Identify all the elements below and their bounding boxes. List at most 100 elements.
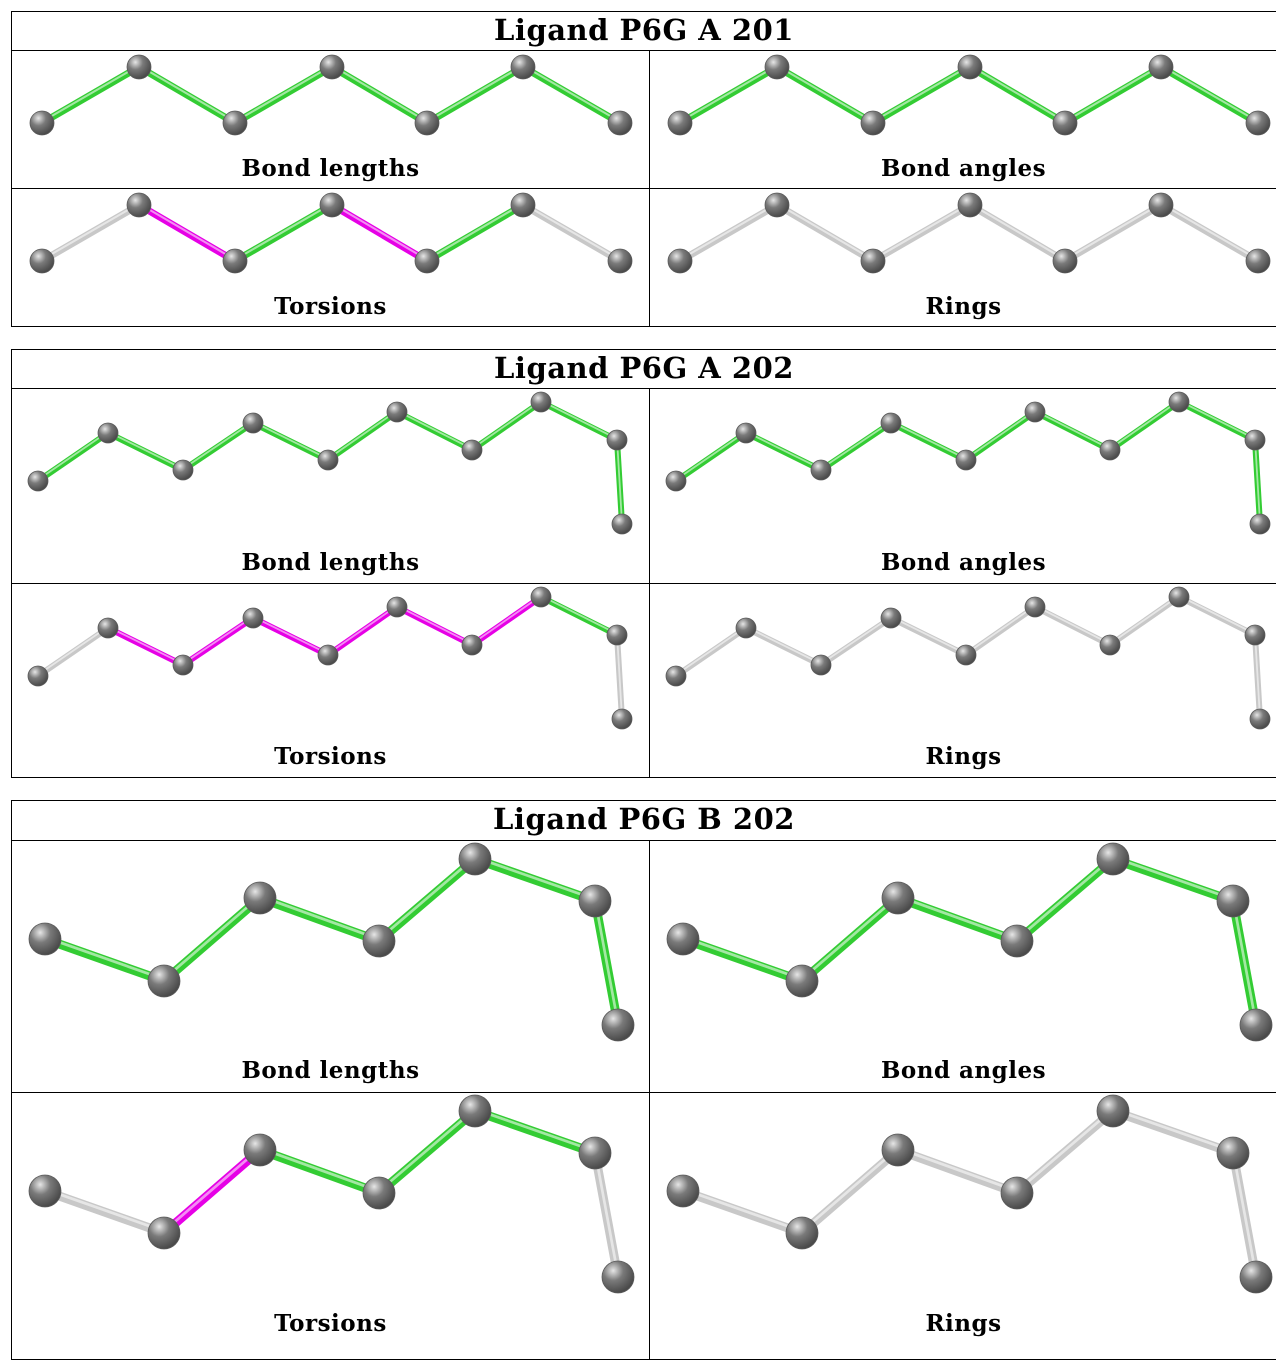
- bond-highlight: [820, 615, 892, 665]
- atom: [607, 110, 633, 136]
- bond-highlight: [377, 1107, 477, 1193]
- panel-rings: Rings: [650, 1093, 1276, 1343]
- atom: [1052, 110, 1078, 136]
- atom: [1000, 924, 1034, 958]
- bond-highlight: [616, 632, 623, 719]
- bond-ok: [966, 63, 1069, 127]
- atom: [362, 924, 396, 958]
- bond-outlier: [328, 201, 431, 265]
- bond-highlight: [1231, 897, 1258, 1025]
- bond-highlight: [252, 420, 329, 460]
- bond-ok: [231, 201, 336, 265]
- atom: [665, 665, 687, 687]
- atom: [510, 192, 536, 218]
- bond-highlight: [43, 935, 166, 981]
- bond-highlight: [521, 202, 622, 261]
- bond-highlight: [820, 420, 892, 470]
- bond-ok: [963, 409, 1038, 463]
- atom: [28, 922, 62, 956]
- bond-neutral: [676, 201, 781, 265]
- divider: [12, 50, 1276, 51]
- atom: [386, 596, 408, 618]
- bond-ok: [38, 63, 143, 127]
- atom: [1249, 513, 1271, 535]
- bond-neutral: [888, 615, 969, 658]
- bond-outlier: [394, 604, 475, 648]
- atom: [172, 654, 194, 676]
- divider: [649, 840, 650, 1360]
- panel-label: Bond lengths: [241, 1057, 420, 1084]
- divider: [12, 583, 1276, 584]
- atom: [1216, 1136, 1250, 1170]
- atom: [810, 459, 832, 481]
- bond-highlight: [871, 202, 972, 261]
- divider: [12, 1092, 1276, 1093]
- bond-highlight: [890, 420, 967, 460]
- bond-neutral: [38, 201, 143, 265]
- atom: [955, 449, 977, 471]
- bond-highlight: [471, 594, 542, 645]
- bond-ok: [1176, 399, 1258, 443]
- bond-highlight: [1034, 604, 1111, 645]
- molecule-diagram: [28, 842, 635, 1042]
- panel-label: Bond angles: [880, 1057, 1047, 1084]
- atom: [735, 617, 757, 639]
- bond-outlier: [105, 625, 186, 668]
- atom: [607, 248, 633, 274]
- bond-neutral: [35, 625, 111, 679]
- atom: [1024, 596, 1046, 618]
- bond-ok: [374, 1106, 480, 1198]
- bond-highlight: [425, 202, 525, 261]
- atom: [530, 391, 552, 413]
- atom: [667, 110, 693, 136]
- bond-ok: [255, 1145, 384, 1198]
- atom: [362, 1176, 396, 1210]
- bond-highlight: [182, 420, 254, 470]
- bond-ok: [869, 63, 974, 127]
- atom: [1244, 429, 1266, 451]
- atom: [530, 586, 552, 608]
- bond-neutral: [773, 201, 877, 265]
- bond-highlight: [233, 202, 334, 261]
- bond-highlight: [540, 399, 618, 440]
- atom: [860, 248, 886, 274]
- atom: [764, 54, 790, 80]
- atom: [510, 54, 536, 80]
- bond-neutral: [797, 1145, 903, 1238]
- bond-ok: [105, 430, 186, 473]
- bond-highlight: [678, 64, 779, 123]
- atom: [667, 248, 693, 274]
- bond-highlight: [968, 202, 1067, 261]
- bond-highlight: [1015, 855, 1115, 941]
- bond-highlight: [473, 855, 597, 901]
- atom: [955, 644, 977, 666]
- bond-highlight: [258, 1146, 381, 1193]
- atom: [1052, 248, 1078, 274]
- bond-neutral: [893, 1145, 1022, 1198]
- atom: [957, 54, 983, 80]
- atom: [126, 54, 152, 80]
- bond-neutral: [1107, 594, 1182, 648]
- bond-ok: [469, 399, 544, 453]
- atom: [1099, 439, 1121, 461]
- bond-ok: [676, 63, 781, 127]
- bond-highlight: [162, 894, 262, 981]
- atom: [666, 1174, 700, 1208]
- bond-highlight: [425, 64, 525, 123]
- bond-neutral: [1108, 1106, 1238, 1158]
- atom: [810, 654, 832, 676]
- ligand-title: Ligand P6G A 201: [494, 13, 794, 47]
- bond-highlight: [1109, 594, 1180, 645]
- bond-highlight: [1254, 437, 1261, 524]
- bond-highlight: [1111, 1107, 1235, 1153]
- bond-outlier: [325, 604, 400, 658]
- bond-ok: [325, 409, 400, 463]
- panel-bond-angles: Bond angles: [650, 841, 1276, 1092]
- bond-neutral: [743, 625, 824, 668]
- atom: [606, 624, 628, 646]
- bond-neutral: [1012, 1106, 1118, 1198]
- bond-highlight: [473, 1107, 597, 1153]
- bond-highlight: [1063, 202, 1163, 261]
- bond-outlier: [250, 615, 331, 658]
- atom: [319, 192, 345, 218]
